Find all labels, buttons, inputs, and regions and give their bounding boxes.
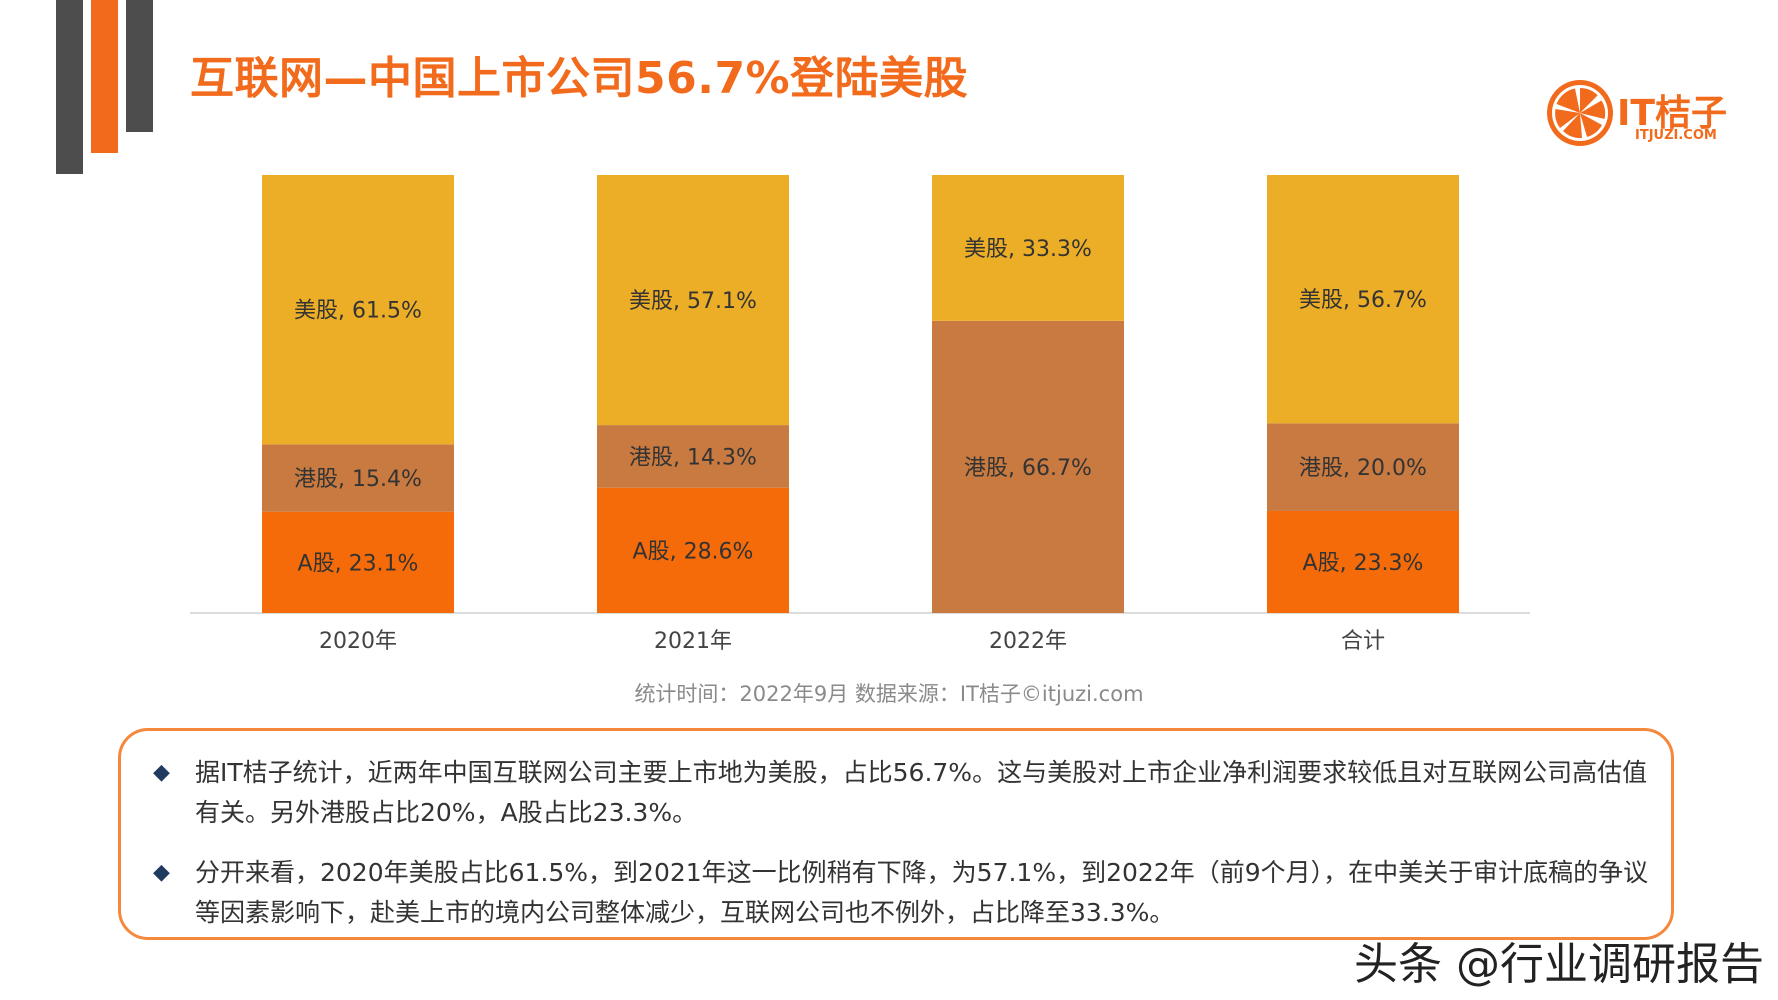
itjuzi-logo: IT桔子 ITJUZI.COM — [1545, 78, 1755, 148]
bullet-text: 分开来看，2020年美股占比61.5%，到2021年这一比例稍有下降，为57.1… — [195, 858, 1649, 927]
data-label: 港股, 20.0% — [1299, 456, 1427, 481]
chart-footnote: 统计时间：2022年9月 数据来源：IT桔子©itjuzi.com — [634, 682, 1144, 706]
x-tick-label: 2020年 — [319, 629, 397, 654]
x-tick-label: 2021年 — [654, 629, 732, 654]
bar-segment — [932, 175, 1124, 321]
bullet-item: ◆ 据IT桔子统计，近两年中国互联网公司主要上市地为美股，占比56.7%。这与美… — [153, 753, 1653, 833]
bar-segment — [1267, 175, 1459, 424]
data-label: 港股, 14.3% — [629, 445, 757, 470]
watermark: 头条 @行业调研报告 — [1354, 939, 1764, 990]
data-label: 美股, 61.5% — [294, 299, 422, 324]
bar-segment — [597, 487, 789, 613]
bar-segment — [597, 175, 789, 426]
decor-bar-gray-left — [56, 0, 83, 174]
data-label: 美股, 57.1% — [629, 289, 757, 314]
orange-slice-icon — [1547, 80, 1613, 146]
diamond-bullet-icon: ◆ — [153, 760, 170, 785]
bar-segment — [262, 511, 454, 613]
data-label: A股, 23.3% — [1303, 551, 1424, 576]
bar-segment — [262, 444, 454, 512]
data-label: 港股, 15.4% — [294, 467, 422, 492]
decor-bar-orange — [91, 0, 118, 153]
diamond-bullet-icon: ◆ — [153, 860, 170, 885]
page-title: 互联网—中国上市公司56.7%登陆美股 — [190, 53, 969, 104]
summary-box: ◆ 据IT桔子统计，近两年中国互联网公司主要上市地为美股，占比56.7%。这与美… — [118, 728, 1674, 940]
logo-url: ITJUZI.COM — [1635, 128, 1717, 143]
data-label: 美股, 33.3% — [964, 237, 1092, 262]
data-label: 港股, 66.7% — [964, 456, 1092, 481]
data-label: 美股, 56.7% — [1299, 288, 1427, 313]
logo-name: IT桔子 — [1617, 93, 1727, 134]
bullet-text: 据IT桔子统计，近两年中国互联网公司主要上市地为美股，占比56.7%。这与美股对… — [195, 758, 1648, 827]
data-label: A股, 23.1% — [298, 551, 419, 576]
x-tick-label: 合计 — [1341, 629, 1385, 654]
bar-segment — [1267, 510, 1459, 613]
bar-segment — [932, 320, 1124, 613]
bullet-item: ◆ 分开来看，2020年美股占比61.5%，到2021年这一比例稍有下降，为57… — [153, 853, 1653, 933]
stacked-bar-chart: A股, 23.1% 港股, 15.4% 美股, 61.5% 2020年 A股, 28.6… — [190, 175, 1530, 654]
data-label: A股, 28.6% — [633, 539, 754, 564]
bar-segment — [597, 425, 789, 488]
decor-bar-gray-right — [126, 0, 153, 132]
bar-segment — [262, 175, 454, 445]
x-tick-label: 2022年 — [989, 629, 1067, 654]
bar-segment — [1267, 423, 1459, 511]
